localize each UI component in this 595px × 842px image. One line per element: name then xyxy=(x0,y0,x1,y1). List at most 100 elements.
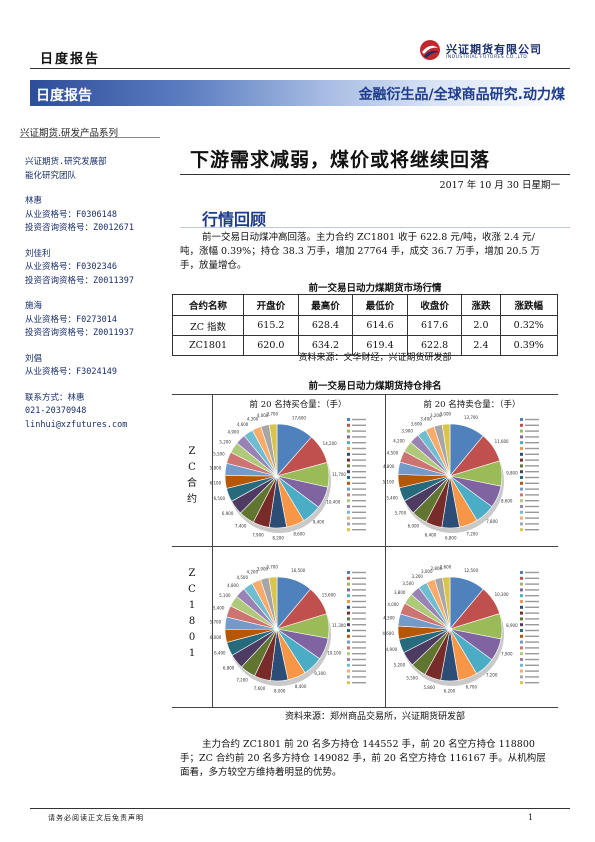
position-table-title: 前一交易日动力煤期货持仓排名 xyxy=(308,381,442,392)
legend-entry xyxy=(525,517,539,519)
legend-entry xyxy=(525,676,539,678)
legend-entry xyxy=(352,529,366,531)
legend-swatch xyxy=(520,652,523,656)
legend-entry xyxy=(525,500,539,502)
legend-swatch xyxy=(520,658,523,661)
pie-value-label: 4,500 xyxy=(387,450,399,455)
legend-entry xyxy=(525,600,539,603)
legend-entry xyxy=(352,436,366,438)
product-series: 兴证期货.研发产品系列 xyxy=(20,128,119,139)
pie-value-label: 5,400 xyxy=(386,496,398,501)
legend-entry xyxy=(352,641,366,643)
pie-value-label: 10,100 xyxy=(327,650,341,655)
pie-value-label: 10,400 xyxy=(326,499,340,504)
analyst-cert: 从业资格号：F3024149 xyxy=(25,367,117,377)
pie-value-label: 8,200 xyxy=(272,535,284,540)
legend-entry xyxy=(352,517,366,519)
pie-value-label: 4,900 xyxy=(386,647,398,652)
panel-row-divider xyxy=(172,546,558,547)
legend-swatch xyxy=(347,505,350,508)
legend-swatch xyxy=(347,447,350,450)
col-header: 涨跌幅 xyxy=(499,294,559,316)
pie-value-label: 4,000 xyxy=(387,602,399,607)
pie-value-label: 8,000 xyxy=(274,688,286,693)
pie-value-label: 7,200 xyxy=(466,531,478,536)
legend-swatch xyxy=(520,611,523,615)
contact-email[interactable]: linhui@xzfutures.com xyxy=(25,419,128,430)
pie-value-label: 3,700 xyxy=(266,565,278,570)
page-number: 1 xyxy=(528,813,534,822)
row-label-char: 1 xyxy=(188,600,196,611)
panel-border xyxy=(172,707,558,708)
legend-swatch xyxy=(520,681,523,685)
banner-category: 金融衍生品/全球商品研究.动力煤 xyxy=(358,87,565,103)
pie-value-label: 4,200 xyxy=(393,438,405,443)
legend-swatch xyxy=(347,493,350,497)
legend-swatch xyxy=(347,617,350,621)
pie-value-label: 6,900 xyxy=(222,511,234,516)
legend-swatch xyxy=(520,634,523,638)
table-cell: 614.6 xyxy=(352,315,408,336)
legend-entry xyxy=(352,505,366,508)
legend-entry xyxy=(352,658,366,661)
pie-value-label: 6,200 xyxy=(444,688,456,693)
pie-value-label: 3,900 xyxy=(257,566,269,571)
legend-swatch xyxy=(520,470,523,474)
legend-swatch xyxy=(520,505,523,508)
footer-disclaimer: 请务必阅读正文后免责声明 xyxy=(48,814,144,822)
table-row: ZC 指数 615.2 628.4 614.6 617.6 2.0 0.32% xyxy=(171,315,559,336)
row-label-char: 0 xyxy=(188,632,196,643)
table-cell: 617.6 xyxy=(406,315,463,336)
legend-swatch xyxy=(520,458,523,462)
analyst-cert: 从业资格号：F0306148 xyxy=(25,209,117,220)
table-cell: 2.4 xyxy=(461,335,501,356)
legend-entry xyxy=(352,577,366,579)
row-label-char: 约 xyxy=(187,494,197,505)
section-heading: 行情回顾 xyxy=(202,210,267,229)
quote-table-title: 前一交易日动力煤期货市场行情 xyxy=(308,283,442,294)
pie-value-label: 10,300 xyxy=(495,592,509,597)
position-pie-charts: 17,600 14,200 11,700 10,400 9,400 8,600 8,200 7… xyxy=(210,412,539,693)
legend-entry xyxy=(352,494,366,496)
legend-entry xyxy=(352,424,366,426)
pie-value-label: 5,100 xyxy=(219,593,231,598)
pie-value-label: 7,900 xyxy=(501,651,513,656)
quote-table-source: 资料来源：文华财经，兴证期货研发部 xyxy=(298,353,452,363)
legend-entry xyxy=(525,612,539,614)
analyst-cert: 投资咨询资格号：Z0011937 xyxy=(25,328,134,338)
pie-value-label: 13,700 xyxy=(464,415,478,420)
legend-entry xyxy=(352,589,366,591)
legend-entry xyxy=(525,424,539,426)
col-header: 最高价 xyxy=(297,294,354,316)
legend-swatch xyxy=(347,571,350,574)
footer-rule xyxy=(30,808,570,809)
legend-entry xyxy=(525,459,539,461)
row-label-char: 合 xyxy=(187,478,197,489)
company-name-cn: 兴证期货有限公司 xyxy=(446,43,542,56)
legend-swatch xyxy=(347,582,350,586)
legend-entry xyxy=(352,653,366,655)
pie-value-label: 8,900 xyxy=(506,623,518,628)
legend-swatch xyxy=(347,522,350,526)
pie-value-label: 2,800 xyxy=(431,566,443,571)
legend-entry xyxy=(525,635,539,637)
legend-swatch xyxy=(347,528,350,532)
legend-swatch xyxy=(520,476,523,479)
legend-swatch xyxy=(520,646,523,650)
legend-entry xyxy=(352,606,366,608)
legend-entry xyxy=(525,658,539,661)
legend-entry xyxy=(352,447,366,450)
panel-col-divider xyxy=(385,394,386,708)
legend-entry xyxy=(525,682,539,684)
legend-entry xyxy=(352,571,366,574)
pie-value-label: 13,600 xyxy=(322,592,336,597)
legend-swatch xyxy=(347,634,350,638)
position-table-source: 资料来源：郑州商品交易所，兴证期货研发部 xyxy=(284,712,465,722)
pie-value-label: 16,500 xyxy=(291,568,305,573)
analyst-name: 林惠 xyxy=(25,196,43,206)
section-rule xyxy=(180,227,570,228)
pie-slice xyxy=(268,423,278,477)
pie-value-label: 5,500 xyxy=(213,452,225,457)
table-cell: 2.0 xyxy=(461,315,501,336)
legend-swatch xyxy=(520,441,523,445)
